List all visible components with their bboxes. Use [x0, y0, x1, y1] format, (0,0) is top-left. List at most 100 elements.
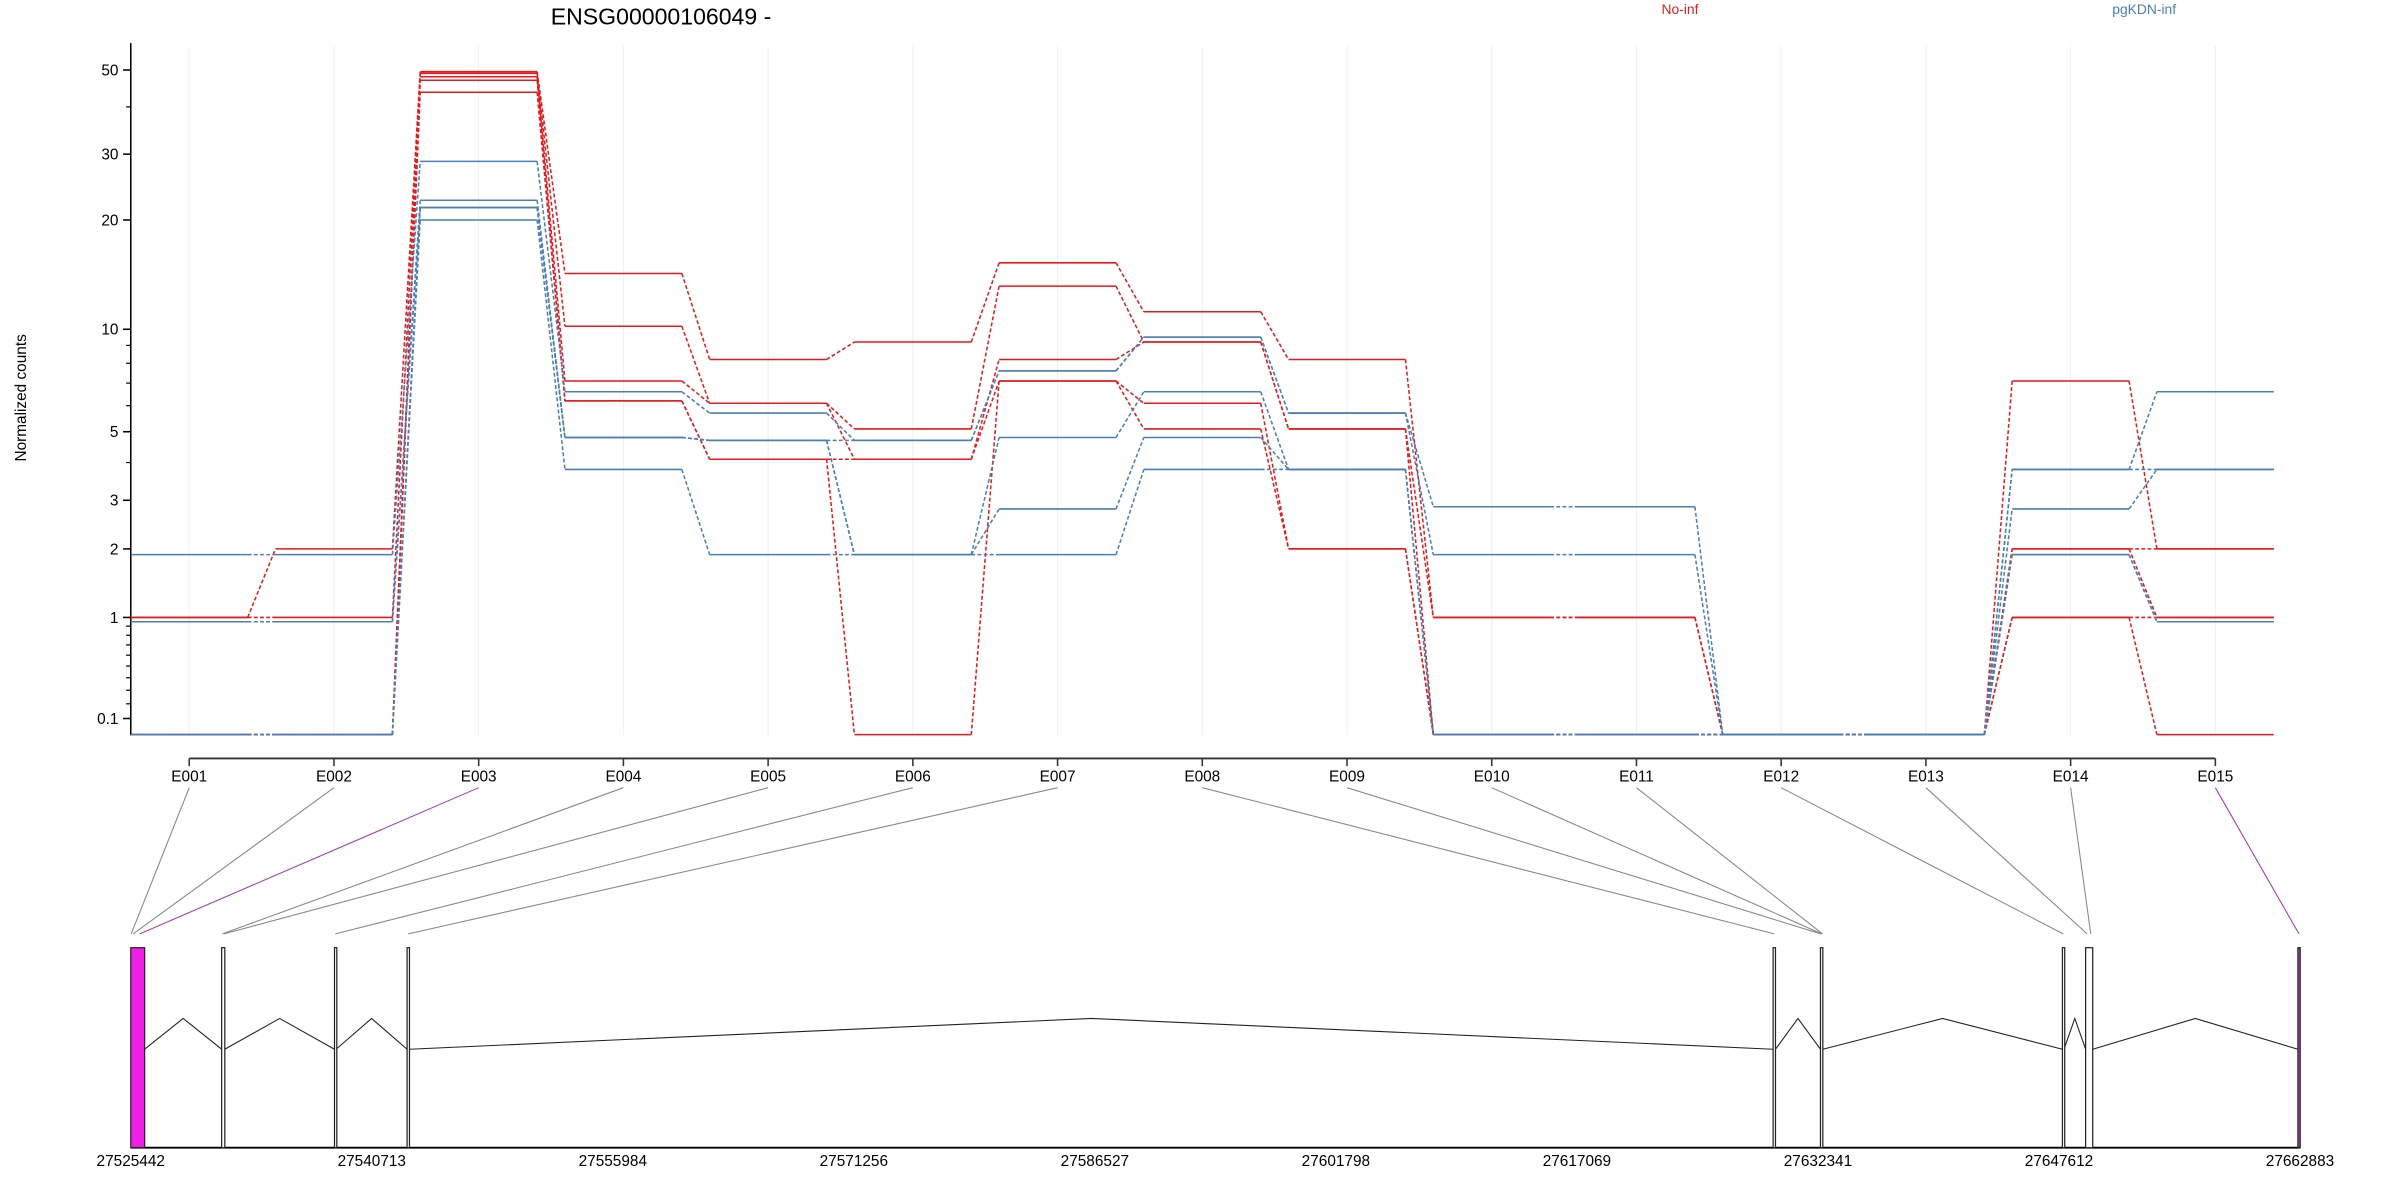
intron — [1775, 1017, 1821, 1050]
sample-connector — [825, 440, 856, 555]
exon-box — [2085, 947, 2094, 1149]
sample-connector — [681, 273, 711, 360]
genomic-tick-label: 27632341 — [1784, 1153, 1852, 1170]
x-tick-label: E013 — [1908, 769, 1944, 786]
sample-connector — [1694, 617, 1724, 735]
y-tick-label: 10 — [101, 322, 118, 339]
sample-connector — [2128, 380, 2158, 550]
sample-connector — [970, 380, 1000, 460]
sample-connector — [826, 402, 855, 430]
sample-connector — [1260, 436, 1290, 470]
sample-connector — [1694, 617, 1724, 735]
exon-box — [221, 947, 226, 1149]
series — [130, 70, 2274, 736]
sample-connector — [391, 207, 421, 622]
y-tick-label: 3 — [110, 493, 119, 510]
sample-connector — [1115, 391, 1145, 438]
sample-connector — [970, 262, 1000, 343]
sample-connector — [1694, 554, 1724, 735]
sample-connector — [1260, 311, 1290, 360]
exon-connector — [1925, 787, 2088, 935]
sample-connector — [970, 380, 1000, 735]
sample-connector — [1983, 617, 2013, 735]
exon-connector — [132, 787, 335, 935]
chart-title: ENSG00000106049 - — [551, 4, 772, 30]
sample-connector — [1404, 412, 1435, 507]
sample-connector — [1115, 437, 1145, 510]
sample-connector — [970, 508, 1000, 556]
sample-connector — [681, 436, 710, 442]
sample-connector — [1404, 428, 1435, 618]
x-tick-label: E005 — [750, 769, 786, 786]
sample-connector — [2128, 469, 2158, 510]
exon-connector — [139, 787, 479, 935]
sample-connector — [1259, 403, 1290, 550]
x-tick-label: E007 — [1040, 769, 1076, 786]
y-axis-label: Normalized counts — [13, 334, 30, 462]
x-tick-label: E001 — [171, 769, 207, 786]
exon-box — [1772, 947, 1777, 1149]
sample-connector — [391, 161, 421, 555]
exon-connector — [1491, 787, 1822, 935]
x-tick-label: E010 — [1474, 769, 1510, 786]
exon-box — [130, 947, 146, 1149]
sample-connector — [1115, 285, 1145, 343]
genomic-tick-label: 27647612 — [2025, 1153, 2093, 1170]
y-tick-label: 5 — [110, 424, 119, 441]
exon-connector — [130, 787, 190, 935]
sample-connector — [825, 459, 856, 735]
sample-connector — [1404, 359, 1435, 618]
sample-connector — [1115, 262, 1145, 313]
sample-connector — [1115, 380, 1145, 430]
intron — [2092, 1017, 2299, 1050]
sample-connector — [536, 207, 566, 438]
sample-connector — [391, 92, 421, 735]
sample-connector — [970, 370, 1000, 441]
x-tick-label: E004 — [605, 769, 641, 786]
sample-connector — [1260, 336, 1290, 414]
intron — [335, 1017, 408, 1050]
y-tick-label: 1 — [110, 610, 119, 627]
sample-connector — [825, 402, 856, 460]
intron — [144, 1017, 222, 1050]
intron — [1822, 1017, 2063, 1050]
sample-connector — [1404, 548, 1435, 735]
sample-connector — [536, 161, 566, 392]
y-tick-label: 20 — [101, 212, 118, 229]
sample-connector — [1983, 380, 2013, 735]
sample-connector — [1115, 341, 1145, 361]
exon-connector — [335, 787, 913, 935]
sample-connector — [1115, 469, 1145, 555]
intron — [2063, 1016, 2087, 1050]
grid — [188, 46, 2216, 736]
sample-connector — [536, 219, 566, 470]
sample-connector — [2128, 548, 2158, 618]
genomic-tick-label: 27617069 — [1543, 1153, 1611, 1170]
sample-connector — [536, 71, 566, 274]
sample-connector — [970, 359, 1000, 460]
sample-connector — [1404, 412, 1435, 555]
genomic-tick-label: 27540713 — [338, 1153, 406, 1170]
sample-connector — [536, 73, 566, 327]
sample-connector — [536, 92, 566, 401]
axes: 0.1 1 2 3 5 10 20 30 50 E001 E002 E003 E004 E005 E006 E… — [97, 43, 2233, 786]
sample-connector — [1260, 391, 1290, 470]
x-tick-label: E008 — [1184, 769, 1220, 786]
sample-connector — [2128, 391, 2158, 470]
x-tick-label: E014 — [2053, 769, 2089, 786]
exon-connector — [223, 787, 769, 935]
sample-connector — [1260, 428, 1290, 550]
x-tick-label: E015 — [2197, 769, 2233, 786]
exon-box — [333, 947, 338, 1149]
x-tick-label: E012 — [1763, 769, 1799, 786]
sample-connector — [681, 325, 711, 404]
sample-connector — [1694, 506, 1724, 735]
exon-connector — [1346, 787, 1822, 935]
sample-connector — [1983, 508, 2013, 735]
genomic-tick-label: 27571256 — [820, 1153, 888, 1170]
exon-connector — [222, 787, 624, 935]
genomic-tick-label: 27662883 — [2266, 1153, 2334, 1170]
sample-connector — [536, 76, 566, 382]
sample-connector — [826, 341, 855, 361]
y-tick-label: 50 — [101, 62, 118, 79]
